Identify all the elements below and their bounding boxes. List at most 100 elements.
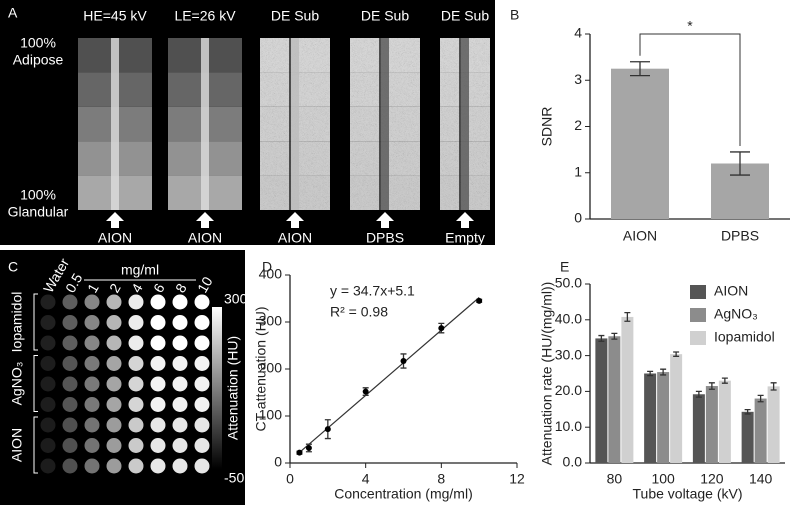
- sample-well: [62, 315, 78, 330]
- x-tick-label: 4: [362, 471, 370, 487]
- x-tick-label: 0: [286, 471, 294, 487]
- error-whisker: [770, 382, 777, 391]
- sample-well: [150, 335, 166, 351]
- sample-well: [194, 397, 210, 412]
- sample-well: [40, 335, 56, 351]
- panel-label: C: [8, 259, 18, 275]
- error-whisker: [730, 151, 750, 176]
- arrow: [196, 212, 214, 228]
- sample-well: [106, 417, 122, 433]
- tube: [201, 38, 209, 210]
- bar: [595, 338, 608, 463]
- colorbar-label: Attenuation (HU): [225, 336, 241, 440]
- error-bar: [660, 368, 667, 376]
- sample-well: [62, 438, 78, 453]
- bar: [741, 411, 754, 463]
- sample-well: [150, 376, 166, 392]
- y-tick-label: 400: [259, 266, 283, 282]
- error-bar: [757, 394, 764, 403]
- sample-well: [128, 335, 144, 351]
- sample-well: [150, 315, 166, 330]
- concentration-label: 10: [194, 274, 216, 296]
- error-whisker: [757, 394, 764, 403]
- y-tick-label: 100: [259, 407, 283, 423]
- sample-well: [84, 315, 100, 330]
- sample-well: [172, 315, 188, 330]
- panel-label: E: [560, 259, 569, 275]
- sample-well: [172, 438, 188, 453]
- sample-well: [194, 356, 210, 371]
- x-tick-label: 8: [437, 471, 445, 487]
- data-point: [400, 358, 407, 365]
- error-whisker: [598, 334, 605, 342]
- colorbar-min: -50: [224, 470, 244, 486]
- error-whisker: [660, 368, 667, 376]
- y-tick-label: 30.0: [555, 346, 582, 362]
- sample-well: [172, 376, 188, 392]
- sample-well: [128, 397, 144, 412]
- y-tick-label: 50.0: [555, 275, 582, 291]
- sample-well: [40, 397, 56, 412]
- glandular-label: Glandular: [8, 204, 69, 220]
- x-tick-label: 80: [607, 471, 623, 487]
- legend-swatch: [690, 331, 706, 345]
- sample-well: [62, 397, 78, 412]
- sample-well: [40, 438, 56, 453]
- column-title: DE Sub: [271, 8, 319, 24]
- sample-well: [150, 397, 166, 412]
- unit-label: mg/ml: [121, 262, 159, 278]
- error-bar: [721, 377, 728, 384]
- error-bar: [598, 334, 605, 342]
- row-bracket: [33, 416, 38, 474]
- column-label: AION: [98, 230, 132, 246]
- material-label: AgNO₃: [9, 362, 25, 406]
- sample-well: [194, 417, 210, 433]
- x-axis-label: Concentration (mg/ml): [334, 486, 473, 502]
- sample-well: [40, 376, 56, 392]
- sample-well: [150, 417, 166, 433]
- y-axis-label: CT attenuation (HU): [253, 306, 269, 431]
- y-tick-label: 1: [574, 163, 582, 179]
- error-bar: [695, 390, 702, 398]
- error-bar: [611, 332, 618, 340]
- sample-well: [194, 438, 210, 453]
- x-tick-label: DPBS: [721, 228, 759, 244]
- data-point: [296, 449, 303, 456]
- sample-well: [84, 417, 100, 433]
- sample-well: [62, 294, 78, 310]
- error-bar: [708, 382, 715, 390]
- sample-well: [40, 294, 56, 310]
- adipose-label: 100%: [20, 35, 56, 51]
- x-tick-label: 100: [651, 471, 675, 487]
- error-whisker: [624, 311, 631, 322]
- sample-well: [62, 458, 78, 474]
- error-whisker: [708, 382, 715, 390]
- error-bar: [624, 311, 631, 322]
- material-label: Iopamidol: [9, 292, 25, 353]
- sample-well: [194, 376, 210, 392]
- column-label: AION: [188, 230, 222, 246]
- sample-well: [194, 335, 210, 351]
- sample-well: [194, 315, 210, 330]
- error-bar: [673, 351, 680, 357]
- y-tick-label: 10.0: [555, 418, 582, 434]
- sample-well: [150, 458, 166, 474]
- error-whisker: [744, 409, 751, 415]
- y-tick-label: 2: [574, 117, 582, 133]
- column-title: DE Sub: [361, 8, 409, 24]
- sample-well: [128, 356, 144, 371]
- sample-well: [150, 438, 166, 453]
- sample-well: [40, 315, 56, 330]
- bar: [608, 336, 621, 463]
- sample-well: [40, 356, 56, 371]
- error-whisker: [721, 377, 728, 384]
- sample-well: [194, 458, 210, 474]
- sample-well: [84, 356, 100, 371]
- y-tick-label: 0.0: [563, 454, 583, 470]
- sample-well: [106, 397, 122, 412]
- bar: [611, 68, 669, 219]
- sample-well: [150, 294, 166, 310]
- sample-well: [84, 294, 100, 310]
- sample-well: [106, 356, 122, 371]
- x-tick-label: 120: [700, 471, 724, 487]
